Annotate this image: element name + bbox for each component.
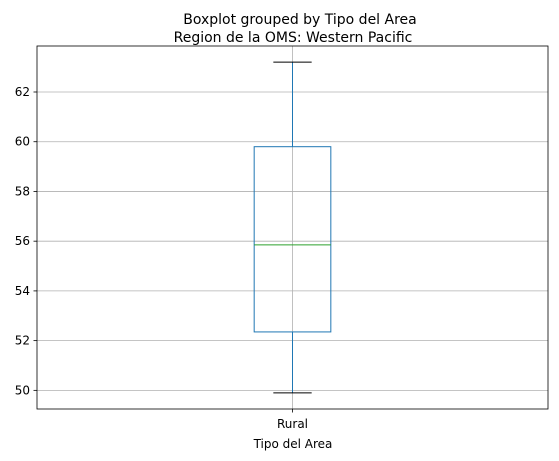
y-tick-label: 58: [15, 184, 30, 198]
y-axis: 50 52 54 56 58 60 62: [15, 85, 37, 397]
x-tick-label: Rural: [277, 417, 308, 431]
x-axis-label: Tipo del Area: [253, 437, 333, 451]
y-tick-label: 50: [15, 383, 30, 397]
chart-title: Region de la OMS: Western Pacific: [174, 30, 413, 46]
y-tick-label: 52: [15, 334, 30, 348]
iqr-box: [253, 146, 332, 333]
y-tick-label: 62: [15, 85, 30, 99]
y-tick-label: 54: [15, 284, 30, 298]
plot-frame: [36, 45, 549, 410]
x-axis: Rural: [277, 409, 308, 431]
box-elements: [253, 61, 332, 394]
y-tick-label: 56: [15, 234, 30, 248]
chart-suptitle: Boxplot grouped by Tipo del Area: [183, 12, 417, 28]
y-tick-label: 60: [15, 135, 30, 149]
